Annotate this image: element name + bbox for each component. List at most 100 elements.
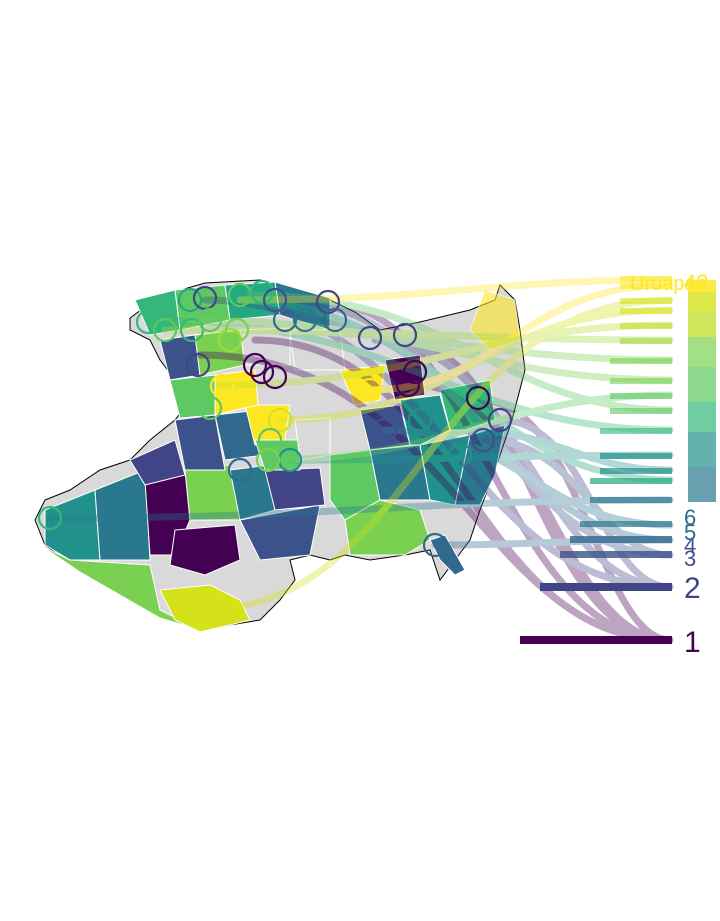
municipality-region — [239, 504, 321, 561]
centroid-marker — [487, 407, 513, 433]
municipality-region — [169, 524, 241, 576]
centroid-marker — [185, 352, 211, 378]
rank-bar — [600, 468, 672, 474]
centroid-marker — [272, 307, 298, 333]
centroid-marker — [249, 359, 275, 385]
flow-ribbon — [496, 416, 674, 591]
municipality-region — [339, 364, 386, 406]
rank-bar — [620, 323, 672, 329]
rank-bar — [620, 298, 672, 304]
centroid-marker — [407, 407, 433, 433]
label-cluster-band — [688, 432, 716, 467]
centroid-marker — [395, 372, 421, 398]
flow-ribbon — [476, 396, 674, 644]
rank-bar — [610, 393, 672, 399]
flow-ribbon — [411, 381, 674, 644]
flow-ribbon — [381, 426, 674, 529]
municipality-region — [289, 329, 346, 371]
flow-ribbon — [406, 341, 674, 644]
flow-ribbon — [246, 291, 674, 414]
centroid-marker — [209, 373, 235, 399]
centroid-marker — [402, 359, 428, 385]
centroid-marker — [257, 427, 283, 453]
rank-bars — [520, 276, 672, 644]
centroid-marker — [242, 352, 268, 378]
rank-bar — [560, 551, 672, 558]
centroid-marker — [255, 447, 281, 473]
flow-ribbon — [216, 321, 674, 389]
centroid-marker — [227, 457, 253, 483]
flow-ribbon — [366, 281, 674, 394]
flow-ribbon — [186, 316, 674, 384]
centroid-marker — [177, 287, 203, 313]
municipality-region — [399, 394, 451, 446]
centroid-marker — [357, 325, 383, 351]
centroid-marker — [372, 417, 398, 443]
flow-ribbon — [481, 436, 674, 559]
flow-ribbon — [266, 391, 674, 464]
centroid-marker — [249, 279, 275, 305]
label-cluster-band — [688, 280, 716, 292]
rank-bar — [620, 308, 672, 314]
rank-label-6: 6 — [684, 505, 696, 530]
centroid-marker — [262, 364, 288, 390]
municipality-region — [294, 417, 331, 461]
municipality-fills — [39, 281, 521, 633]
municipality-region — [214, 369, 259, 416]
label-cluster-band — [688, 402, 716, 432]
rank-labels: Uruapan 42 1 2 3 4 5 6 — [630, 270, 708, 659]
rank-bar — [620, 338, 672, 344]
top-municipality-label: Uruapan — [630, 273, 707, 295]
municipality-region — [439, 379, 496, 431]
centroid-marker — [447, 442, 473, 468]
centroid-marker — [179, 317, 205, 343]
municipality-region — [129, 439, 186, 486]
centroid-marker — [315, 289, 341, 315]
municipality-region — [469, 289, 521, 351]
rank-bar — [570, 536, 672, 543]
centroid-marker — [197, 307, 223, 333]
rank-bar — [580, 521, 672, 527]
municipality-region — [94, 469, 151, 561]
rank-bar — [610, 378, 672, 384]
top-rank-label: 42 — [684, 270, 708, 295]
flow-ribbon — [161, 326, 674, 344]
flow-ribbon — [251, 336, 674, 644]
flow-ribbon — [326, 301, 674, 644]
label-cluster-band — [688, 312, 716, 337]
centroid-marker — [465, 385, 491, 411]
centroid-marker — [267, 407, 293, 433]
stacked-label-cluster — [688, 280, 716, 502]
flow-ribbon — [236, 276, 674, 304]
rank-bar — [590, 497, 672, 503]
rank-label-5: 5 — [684, 520, 696, 545]
rank-label-2: 2 — [684, 572, 701, 605]
municipality-region — [239, 327, 291, 366]
municipality-region — [159, 584, 251, 633]
centroid-markers — [37, 279, 513, 558]
label-cluster-band — [688, 337, 716, 367]
centroid-marker — [262, 287, 288, 313]
rank-bar — [600, 453, 672, 459]
centroid-marker — [422, 532, 448, 558]
centroid-marker — [37, 505, 63, 531]
flow-ribbon — [276, 306, 674, 424]
rank-bar — [620, 283, 672, 289]
flow-ribbon — [196, 351, 674, 644]
rank-bar — [620, 276, 672, 282]
centroid-marker — [392, 322, 418, 348]
flow-ribbon — [196, 296, 674, 614]
label-cluster-band — [688, 467, 716, 502]
centroid-marker — [197, 395, 223, 421]
rank-label-4: 4 — [684, 533, 696, 558]
flow-ribbon — [46, 496, 674, 522]
centroid-marker — [152, 317, 178, 343]
municipality-region — [44, 489, 101, 561]
rank-bar — [610, 358, 672, 364]
rank-bar — [520, 636, 672, 644]
municipality-region — [264, 467, 326, 511]
centroid-marker — [322, 307, 348, 333]
rank-bar — [610, 408, 672, 414]
rank-label-3: 3 — [684, 546, 696, 571]
